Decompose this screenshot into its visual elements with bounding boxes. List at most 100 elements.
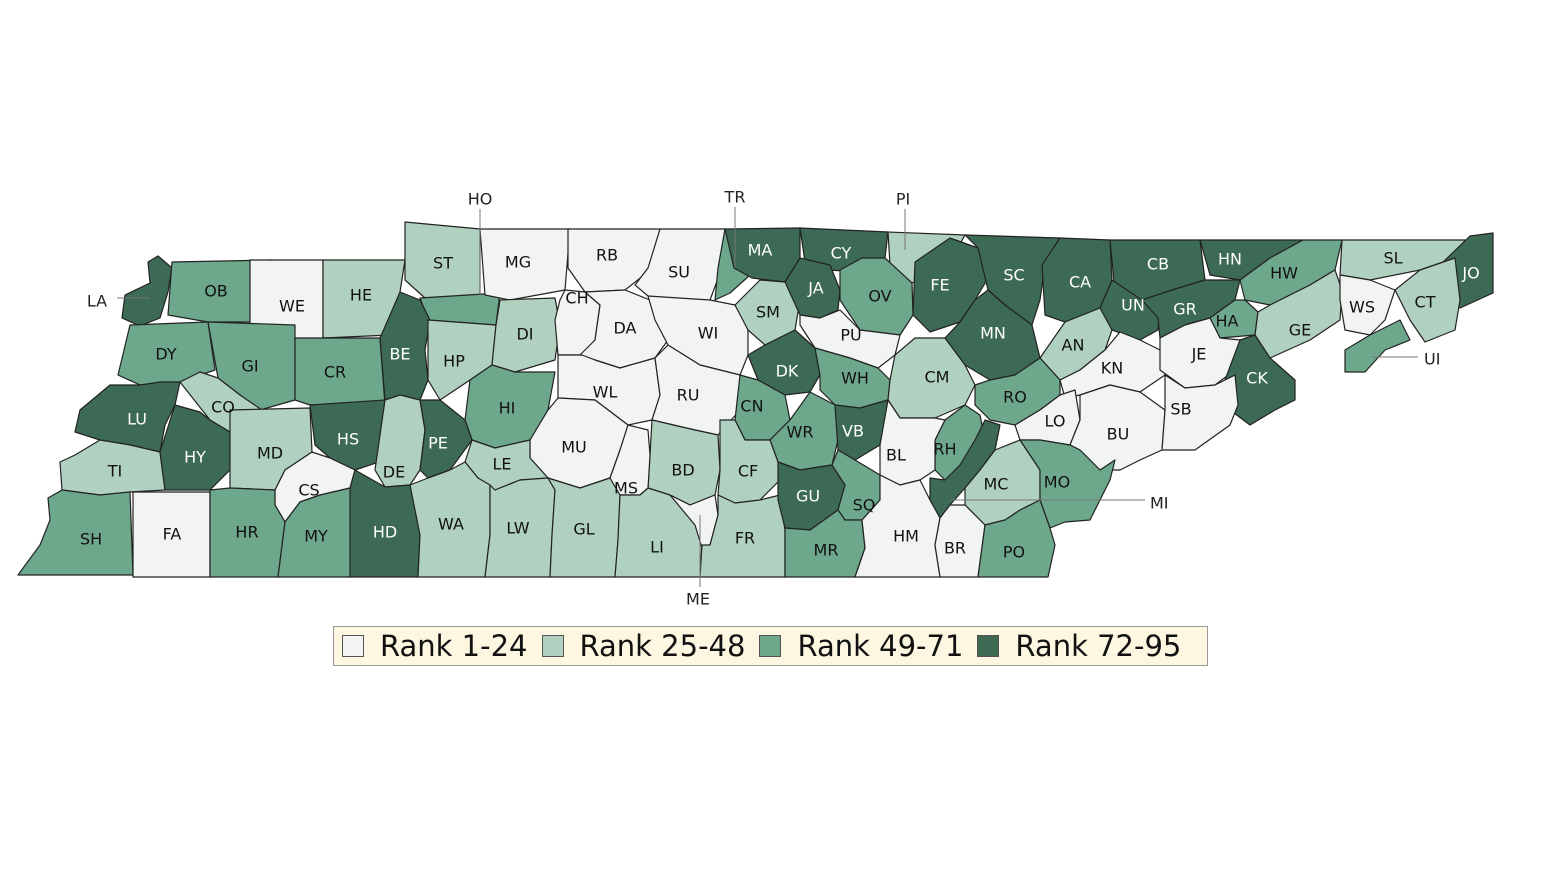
county-label-kn: KN xyxy=(1101,359,1123,378)
county-lu[interactable] xyxy=(74,381,181,453)
county-wi[interactable] xyxy=(647,295,749,376)
county-label-da: DA xyxy=(614,319,637,338)
county-label-hs: HS xyxy=(337,430,359,449)
county-label-mo: MO xyxy=(1044,473,1070,492)
legend-label: Rank 72-95 xyxy=(1015,629,1182,663)
county-label-hp: HP xyxy=(443,352,465,371)
county-ov[interactable] xyxy=(839,257,914,336)
county-label-sc: SC xyxy=(1003,266,1024,285)
county-label-dk: DK xyxy=(776,362,799,381)
county-mg[interactable] xyxy=(479,228,571,301)
county-label-my: MY xyxy=(304,527,328,546)
county-label-lo: LO xyxy=(1045,412,1066,431)
county-label-hy: HY xyxy=(184,448,206,467)
legend-item: Rank 72-95 xyxy=(977,629,1181,663)
county-label-hr: HR xyxy=(235,523,258,542)
county-la[interactable] xyxy=(121,255,173,327)
legend-item: Rank 25-48 xyxy=(541,629,746,663)
county-bu[interactable] xyxy=(1069,384,1166,471)
legend-item: Rank 49-71 xyxy=(759,629,963,663)
county-label-mc: MC xyxy=(984,475,1009,494)
county-label-sl: SL xyxy=(1383,249,1402,268)
county-label-an: AN xyxy=(1062,336,1085,355)
county-hr[interactable] xyxy=(209,487,286,578)
county-label-je: JE xyxy=(1191,345,1207,364)
county-label-po: PO xyxy=(1003,543,1025,562)
county-label-un: UN xyxy=(1121,296,1145,315)
county-label-ru: RU xyxy=(677,386,700,405)
county-sb[interactable] xyxy=(1161,374,1239,451)
county-label-pe: PE xyxy=(428,434,448,453)
county-label-cr: CR xyxy=(324,363,346,382)
county-ui[interactable] xyxy=(1344,319,1411,373)
county-sh[interactable] xyxy=(17,489,134,576)
county-label-mu: MU xyxy=(561,438,587,457)
county-label-wh: WH xyxy=(841,369,869,388)
county-label-bd: BD xyxy=(671,461,694,480)
county-label-ck: CK xyxy=(1246,369,1268,388)
county-label-tr: TR xyxy=(724,188,746,207)
county-label-le: LE xyxy=(492,455,511,474)
legend-label: Rank 25-48 xyxy=(579,629,746,663)
county-label-lu: LU xyxy=(127,410,147,429)
county-label-mg: MG xyxy=(505,253,531,272)
county-label-bu: BU xyxy=(1107,425,1130,444)
county-label-cy: CY xyxy=(831,244,852,263)
county-label-md: MD xyxy=(257,444,283,463)
county-label-mr: MR xyxy=(814,541,839,560)
county-label-me: ME xyxy=(686,590,710,609)
county-label-hw: HW xyxy=(1270,264,1298,283)
county-label-hm: HM xyxy=(893,527,919,546)
county-label-gr: GR xyxy=(1173,300,1197,319)
county-ct[interactable] xyxy=(1394,257,1461,343)
county-label-su: SU xyxy=(668,263,690,282)
county-label-ha: HA xyxy=(1216,312,1239,331)
county-label-bl: BL xyxy=(886,446,906,465)
county-label-ms: MS xyxy=(614,479,638,498)
county-label-mn: MN xyxy=(980,324,1006,343)
county-label-fr: FR xyxy=(735,529,755,548)
county-label-ca: CA xyxy=(1069,273,1091,292)
county-label-cn: CN xyxy=(740,397,763,416)
county-label-ct: CT xyxy=(1415,293,1436,312)
county-label-he: HE xyxy=(350,286,372,305)
county-label-hi: HI xyxy=(499,399,516,418)
county-label-li: LI xyxy=(650,538,664,557)
legend-item: Rank 1-24 xyxy=(342,629,528,663)
county-label-be: BE xyxy=(389,345,410,364)
county-label-ja: JA xyxy=(807,279,823,298)
county-bl[interactable] xyxy=(879,399,946,486)
county-label-mi: MI xyxy=(1150,494,1169,513)
county-label-ho: HO xyxy=(468,190,493,209)
legend-swatch xyxy=(977,635,1000,657)
county-label-wr: WR xyxy=(787,423,814,442)
county-label-cs: CS xyxy=(298,481,319,500)
county-label-cm: CM xyxy=(925,368,950,387)
county-label-ch: CH xyxy=(565,289,588,308)
county-label-br: BR xyxy=(944,539,966,558)
legend-label: Rank 1-24 xyxy=(380,629,528,663)
county-label-ws: WS xyxy=(1349,298,1375,317)
county-sm[interactable] xyxy=(734,279,801,346)
county-label-la: LA xyxy=(87,292,107,311)
county-label-fe: FE xyxy=(930,276,949,295)
county-label-wi: WI xyxy=(698,324,719,343)
county-label-gl: GL xyxy=(573,520,594,539)
county-label-sm: SM xyxy=(756,303,780,322)
county-label-wl: WL xyxy=(593,383,618,402)
legend-label: Rank 49-71 xyxy=(797,629,964,663)
legend-swatch xyxy=(541,635,564,657)
county-label-cb: CB xyxy=(1147,255,1169,274)
county-label-gi: GI xyxy=(241,357,258,376)
county-hm[interactable] xyxy=(854,474,941,578)
county-label-st: ST xyxy=(433,254,453,273)
county-mn[interactable] xyxy=(944,289,1041,381)
county-label-hd: HD xyxy=(373,523,397,542)
county-label-co: CO xyxy=(211,398,235,417)
county-ws[interactable] xyxy=(1339,274,1396,336)
county-label-cf: CF xyxy=(738,462,758,481)
county-label-dy: DY xyxy=(155,345,176,364)
county-label-jo: JO xyxy=(1461,264,1479,283)
county-label-gu: GU xyxy=(796,487,820,506)
